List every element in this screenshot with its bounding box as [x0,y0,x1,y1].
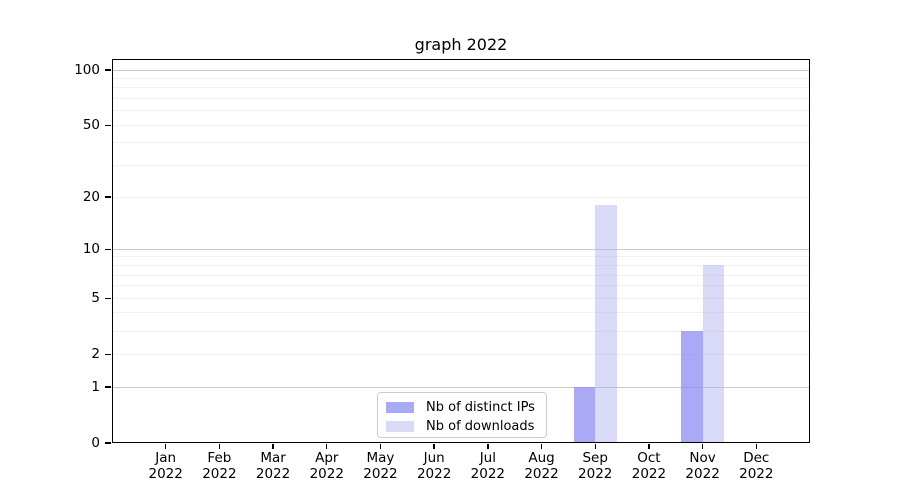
y-tick-mark [105,442,111,444]
x-tick-mark [326,444,328,449]
minor-gridline [112,142,810,144]
x-tick-mark [433,444,435,449]
minor-gridline [112,87,810,89]
x-tick-label: Dec 2022 [724,450,788,482]
x-tick-label: Feb 2022 [187,450,251,482]
x-tick-year: 2022 [202,465,237,482]
minor-gridline [112,264,810,266]
x-tick-label: Nov 2022 [671,450,735,482]
minor-gridline [112,256,810,258]
x-tick-label: Jun 2022 [402,450,466,482]
x-tick-year: 2022 [524,465,559,482]
minor-gridline [112,285,810,287]
x-tick-year: 2022 [578,465,613,482]
x-tick-label: Sep 2022 [563,450,627,482]
x-tick-label: Oct 2022 [617,450,681,482]
y-tick-mark [105,69,111,71]
y-tick-label: 1 [91,379,100,395]
x-tick-year: 2022 [685,465,720,482]
x-tick-label: Aug 2022 [510,450,574,482]
major-gridline [112,386,810,388]
y-tick-label: 10 [82,241,100,258]
x-tick-mark [218,444,221,449]
minor-gridline [112,196,810,198]
minor-gridline [112,165,810,167]
y-tick-label: 0 [91,435,100,451]
x-tick-mark [272,444,274,449]
x-tick-mark [648,444,650,449]
minor-gridline [112,78,810,80]
minor-gridline [112,110,810,112]
y-tick-mark [105,124,111,127]
x-tick-mark [594,444,596,449]
x-tick-month: Jun [423,450,445,466]
minor-gridline [112,312,810,314]
legend-label-distinct-ips: Nb of distinct IPs [426,400,535,415]
x-tick-month: Mar [260,450,286,466]
x-tick-mark [164,444,167,449]
x-tick-mark [701,444,704,449]
x-tick-mark [379,444,382,449]
x-tick-year: 2022 [255,465,291,482]
y-tick-mark [105,297,111,299]
y-tick-mark [105,248,111,250]
x-tick-year: 2022 [470,465,506,482]
x-tick-month: Nov [689,450,716,466]
x-tick-month: Oct [637,450,661,466]
x-tick-label: Jul 2022 [456,450,520,482]
x-tick-year: 2022 [148,465,183,482]
x-tick-year: 2022 [363,465,398,482]
minor-gridline [112,98,810,100]
legend-item-distinct-ips: Nb of distinct IPs [386,398,546,417]
y-tick-mark [105,353,111,355]
major-gridline [112,69,810,71]
x-tick-mark [755,444,757,449]
y-tick-mark [105,386,111,388]
x-tick-month: Feb [207,450,232,466]
y-tick-label: 100 [74,62,100,79]
legend-label-downloads: Nb of downloads [426,419,535,434]
x-tick-label: May 2022 [348,450,412,482]
y-tick-mark [105,196,111,198]
legend-item-downloads: Nb of downloads [386,417,546,436]
bar-distinct-ips [573,387,596,443]
y-tick-label: 2 [91,346,100,363]
x-tick-month: Sep [582,450,608,466]
minor-gridline [112,124,810,126]
chart-title: graph 2022 [414,35,508,54]
minor-gridline [112,274,810,276]
x-tick-month: Dec [743,450,770,466]
bar-downloads [595,205,617,443]
x-tick-month: Aug [528,450,555,466]
minor-gridline [112,353,810,355]
x-tick-mark [540,444,543,449]
x-tick-year: 2022 [309,465,344,482]
minor-gridline [112,297,810,299]
minor-gridline [112,330,810,332]
x-tick-year: 2022 [739,465,774,482]
x-tick-month: Jul [479,450,496,466]
x-tick-label: Jan 2022 [134,450,198,482]
y-tick-label: 50 [82,117,100,134]
plot-area [112,59,810,443]
x-tick-month: May [366,450,395,466]
y-tick-label: 5 [91,290,100,307]
major-gridline [112,248,810,250]
x-tick-mark [487,444,489,449]
x-tick-month: Jan [155,450,177,466]
x-tick-year: 2022 [416,465,452,482]
legend-swatch-downloads-icon [386,421,414,432]
x-tick-year: 2022 [631,465,667,482]
x-tick-month: Apr [315,450,339,466]
legend: Nb of distinct IPs Nb of downloads [377,392,547,438]
x-tick-label: Mar 2022 [241,450,305,482]
bar-distinct-ips [681,331,703,443]
legend-swatch-distinct-ips-icon [386,402,414,413]
bar-downloads [702,265,725,443]
x-tick-label: Apr 2022 [295,450,359,482]
y-tick-label: 20 [82,189,100,206]
